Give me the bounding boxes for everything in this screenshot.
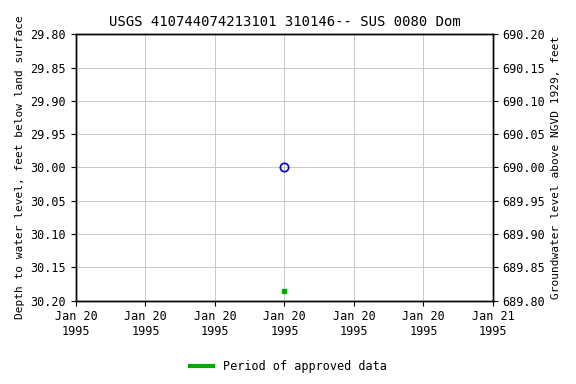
Y-axis label: Depth to water level, feet below land surface: Depth to water level, feet below land su… [15,16,25,319]
Title: USGS 410744074213101 310146-- SUS 0080 Dom: USGS 410744074213101 310146-- SUS 0080 D… [108,15,460,29]
Y-axis label: Groundwater level above NGVD 1929, feet: Groundwater level above NGVD 1929, feet [551,36,561,299]
Legend: Period of approved data: Period of approved data [185,356,391,378]
